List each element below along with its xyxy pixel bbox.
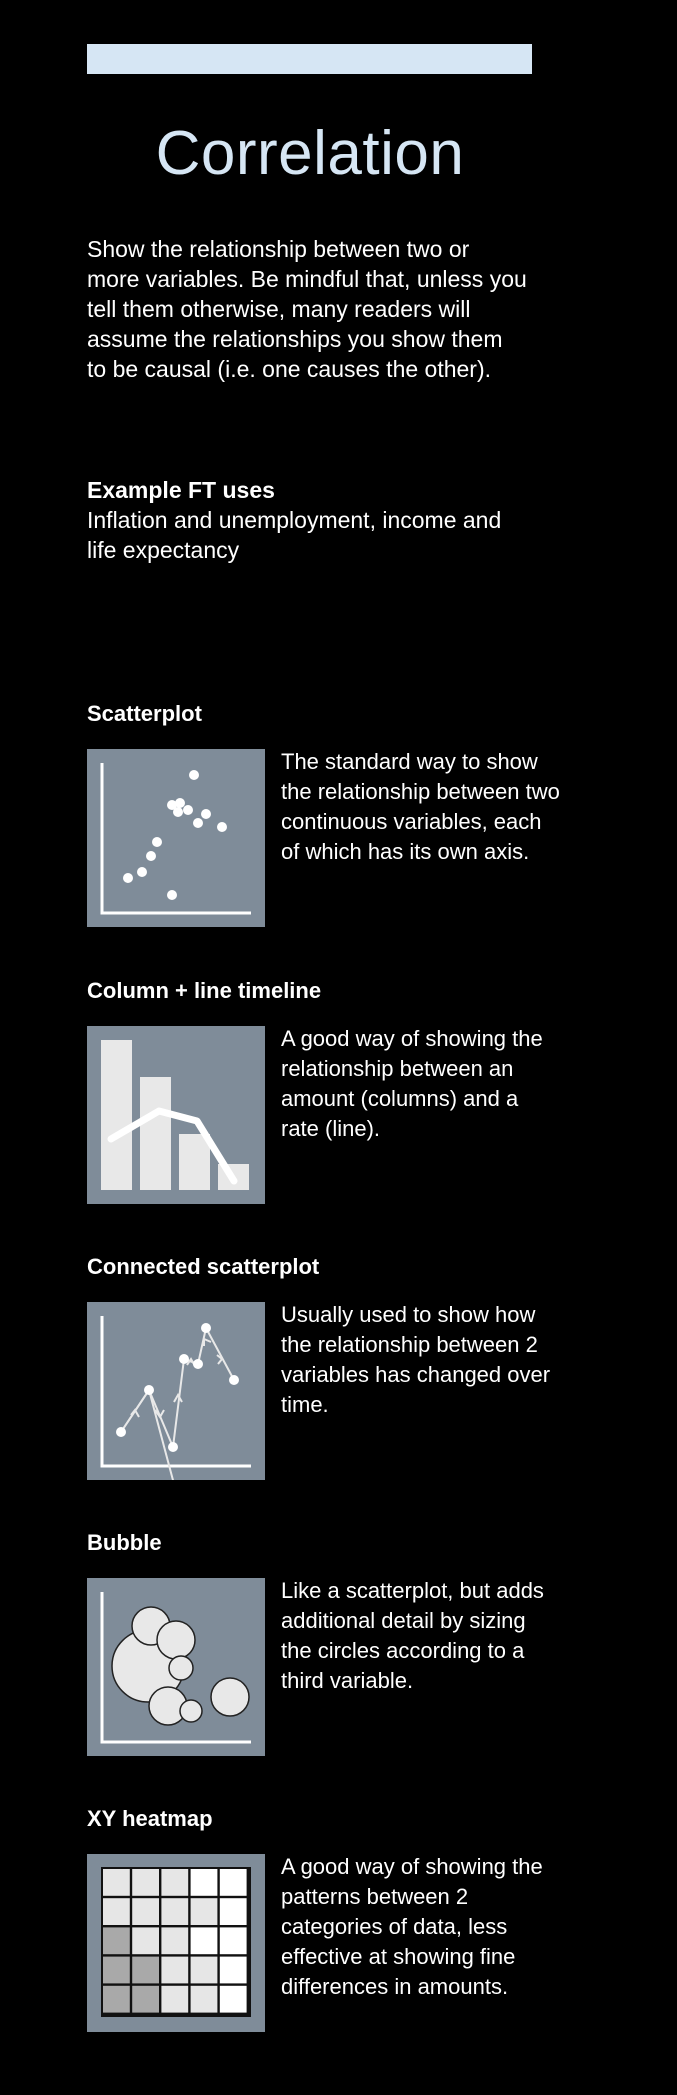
connected-scatterplot-icon [87, 1302, 265, 1480]
heatmap-cell [103, 1898, 130, 1925]
heatmap-cell [219, 1956, 247, 1984]
heatmap-cell [190, 1927, 218, 1955]
heatmap-cell [132, 1985, 159, 2013]
connected-scatterplot-description: Usually used to show how the relationshi… [281, 1302, 551, 1417]
heatmap-cell [219, 1985, 247, 2013]
example-uses-text: Inflation and unemployment, income and l… [87, 507, 502, 563]
scatterplot-heading: Scatterplot [87, 701, 202, 726]
bubble-description: Like a scatterplot, but adds additional … [281, 1578, 544, 1693]
heatmap-cell [190, 1956, 218, 1984]
heatmap-cell [103, 1956, 130, 1984]
heatmap-cell [190, 1869, 218, 1896]
heatmap-cell [132, 1956, 159, 1984]
heatmap-cell [161, 1869, 189, 1896]
xy-heatmap-icon [87, 1854, 265, 2032]
heatmap-cell [219, 1898, 247, 1925]
heatmap-cell [132, 1927, 159, 1955]
heatmap-cell [219, 1927, 247, 1955]
heatmap-cell [161, 1956, 189, 1984]
bubble-heading: Bubble [87, 1530, 162, 1555]
heatmap-cell [103, 1869, 130, 1896]
column-line-timeline-icon [87, 1026, 265, 1204]
heatmap-cell [161, 1927, 189, 1955]
example-uses-heading: Example FT uses [87, 477, 275, 503]
header-accent-bar [87, 44, 532, 74]
heatmap-cell [132, 1898, 159, 1925]
heatmap-cell [103, 1985, 130, 2013]
heatmap-cell [219, 1869, 247, 1896]
connected-scatterplot-heading: Connected scatterplot [87, 1254, 320, 1279]
bubble-chart-icon [87, 1578, 265, 1756]
page-title: Correlation [155, 119, 465, 188]
scatterplot-icon [87, 749, 265, 927]
heatmap-cell [103, 1927, 130, 1955]
heatmap-cell [132, 1869, 159, 1896]
column-line-timeline-heading: Column + line timeline [87, 978, 322, 1003]
scatterplot-description: The standard way to show the relationshi… [281, 749, 560, 864]
intro-paragraph: Show the relationship between two or mor… [87, 236, 527, 382]
heatmap-cell [190, 1898, 218, 1925]
column-line-timeline-description: A good way of showing the relationship b… [281, 1026, 543, 1141]
heatmap-cell [161, 1898, 189, 1925]
xy-heatmap-heading: XY heatmap [87, 1806, 213, 1831]
heatmap-cell [161, 1985, 189, 2013]
xy-heatmap-description: A good way of showing the patterns betwe… [281, 1854, 543, 1999]
heatmap-cell [190, 1985, 218, 2013]
